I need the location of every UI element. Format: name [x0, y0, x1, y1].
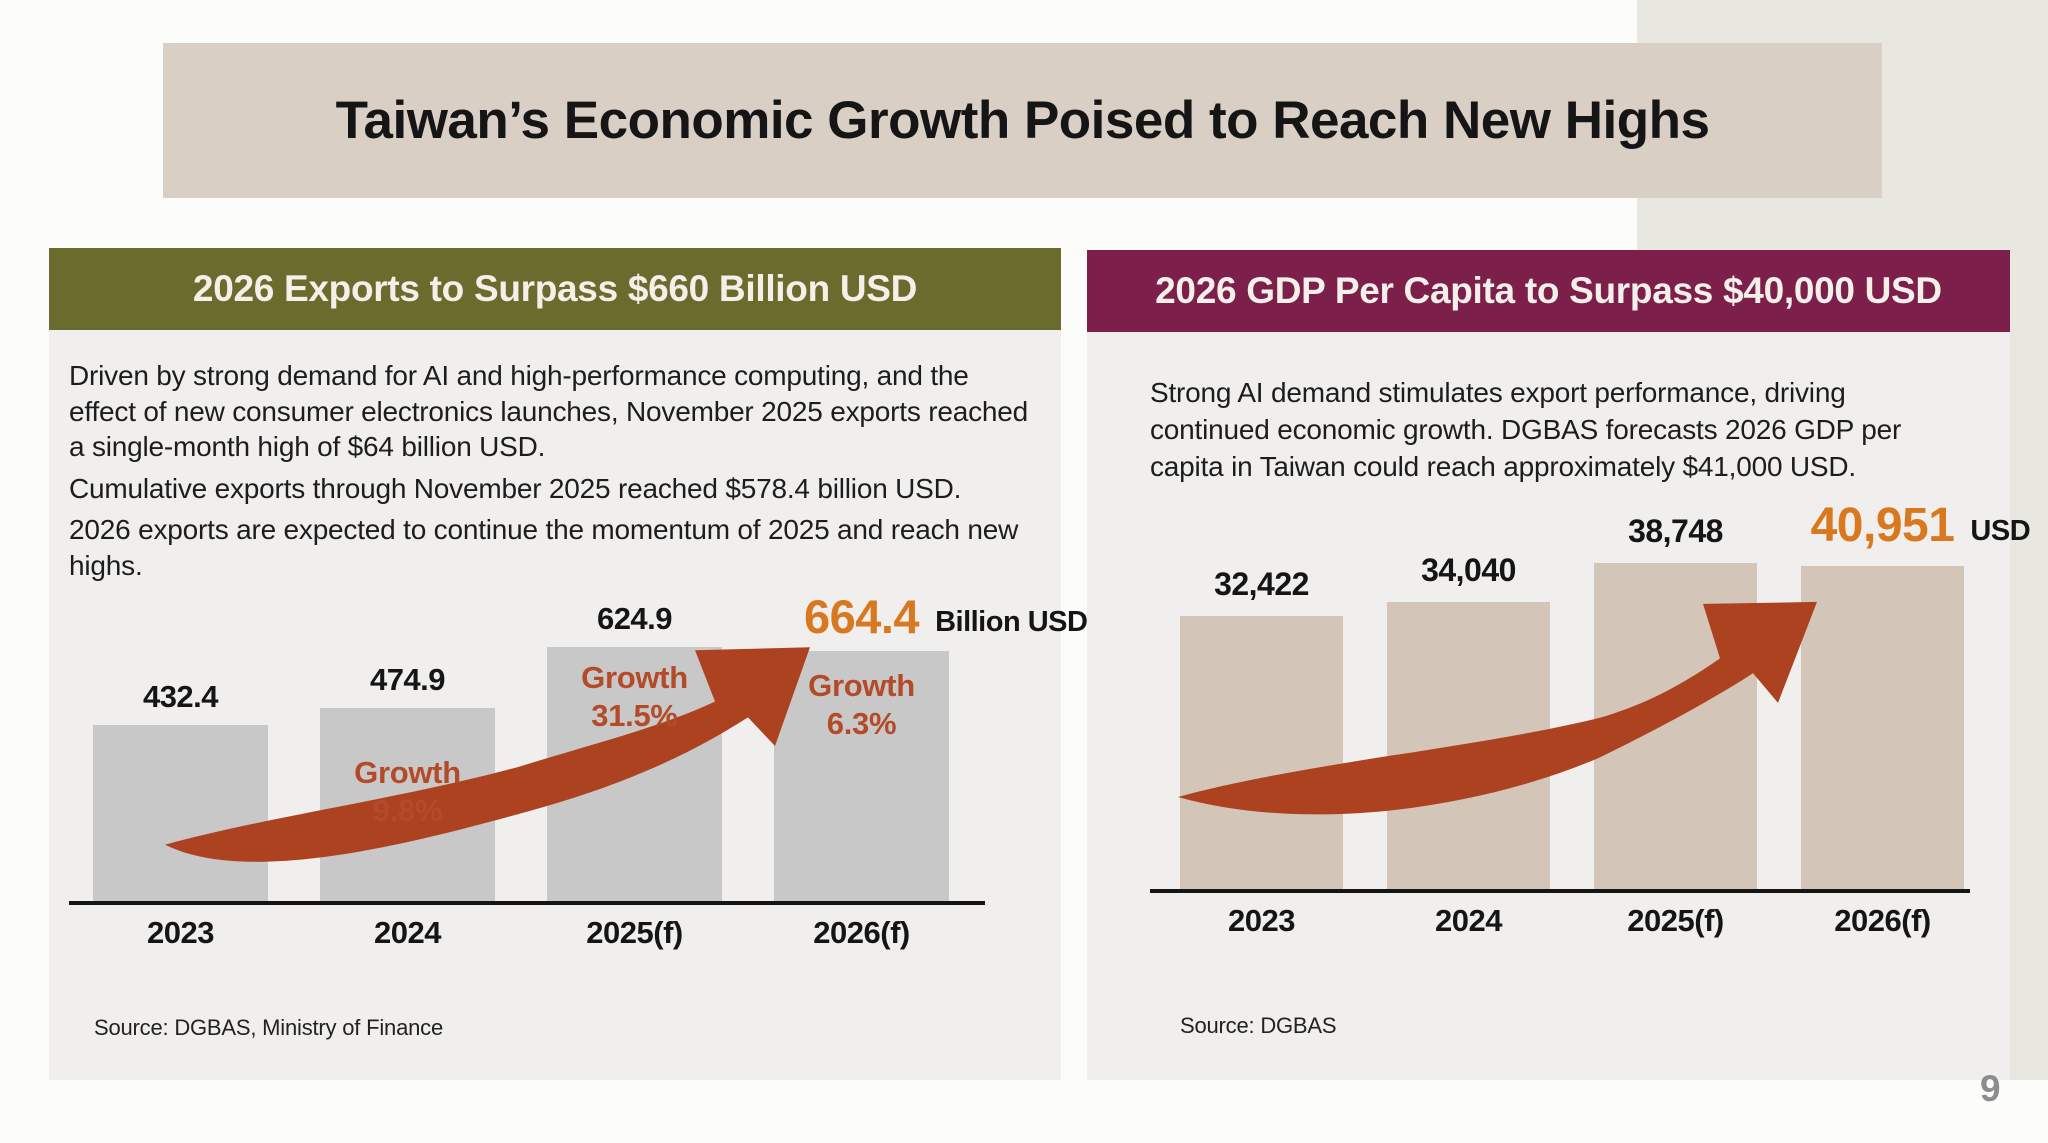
gdp-panel-header: 2026 GDP Per Capita to Surpass $40,000 U…	[1087, 250, 2010, 332]
growth-word: Growth	[354, 755, 461, 791]
gdp-plot-area: 32,422 34,040 38,748 40,951	[1150, 498, 2031, 893]
x-tick-label: 2024	[374, 915, 441, 951]
growth-label-2026: Growth 6.3%	[774, 667, 949, 743]
bar-value-label: 432.4	[142, 679, 219, 715]
bar-value-highlight: 40,951 USD	[1810, 498, 2031, 553]
exports-paragraph-3: 2026 exports are expected to continue th…	[69, 514, 1019, 581]
growth-percent: 9.8%	[372, 793, 443, 829]
growth-percent: 6.3%	[826, 706, 897, 742]
highlight-value: 40,951	[1810, 498, 1955, 552]
gdp-panel: 2026 GDP Per Capita to Surpass $40,000 U…	[1087, 250, 2031, 1080]
exports-paragraph-1: Driven by strong demand for AI and high-…	[69, 360, 1028, 463]
page-number: 9	[1980, 1068, 2001, 1109]
unit-label: USD	[1970, 514, 2031, 547]
exports-paragraph-2: Cumulative exports through November 2025…	[69, 472, 962, 504]
gdp-x-axis: 2023 2024 2025(f) 2026(f)	[1150, 903, 1970, 939]
exports-x-axis: 2023 2024 2025(f) 2026(f)	[69, 915, 1041, 951]
growth-word: Growth	[581, 660, 688, 696]
x-tick-label: 2023	[147, 915, 214, 951]
growth-percent: 31.5%	[591, 698, 678, 734]
exports-bar-2023: 432.4	[93, 589, 268, 902]
exports-source: Source: DGBAS, Ministry of Finance	[94, 1015, 443, 1041]
exports-panel-title: 2026 Exports to Surpass $660 Billion USD	[192, 268, 918, 309]
exports-chart: 432.4 474.9 Growth 9.8% 624.9	[69, 589, 1088, 951]
slide-title: Taiwan’s Economic Growth Poised to Reach…	[335, 91, 1710, 150]
x-tick-label: 2026(f)	[813, 915, 910, 951]
exports-bar-2025f: 624.9 Growth 31.5%	[547, 589, 722, 902]
exports-plot-area: 432.4 474.9 Growth 9.8% 624.9	[69, 589, 1088, 906]
title-banner: Taiwan’s Economic Growth Poised to Reach…	[163, 43, 1882, 198]
gdp-bar-2026f: 40,951 USD	[1801, 498, 2031, 889]
bar-rect	[1801, 565, 1964, 889]
gdp-panel-title: 2026 GDP Per Capita to Surpass $40,000 U…	[1155, 270, 1942, 311]
gdp-panel-body: Strong AI demand stimulates export perfo…	[1087, 332, 2031, 1039]
bar-rect	[1387, 601, 1550, 889]
unit-label: Billion USD	[935, 606, 1088, 639]
gdp-paragraph-1: Strong AI demand stimulates export perfo…	[1150, 377, 1902, 483]
bar-value-highlight: 664.4 Billion USD	[803, 589, 1088, 644]
growth-word: Growth	[808, 668, 915, 704]
exports-panel-body: Driven by strong demand for AI and high-…	[49, 330, 1088, 1041]
growth-label-2025: Growth 31.5%	[547, 659, 722, 735]
bar-rect	[1594, 562, 1757, 889]
bar-value-label: 624.9	[596, 601, 673, 637]
gdp-chart: 32,422 34,040 38,748 40,951	[1150, 498, 2031, 939]
exports-bar-2024: 474.9 Growth 9.8%	[320, 589, 495, 902]
bar-value-label: 32,422	[1214, 565, 1309, 602]
bar-rect: Growth 9.8%	[320, 708, 495, 902]
x-tick-label: 2025(f)	[586, 915, 683, 951]
x-tick-label: 2026(f)	[1834, 902, 1931, 938]
exports-panel: 2026 Exports to Surpass $660 Billion USD…	[49, 248, 1088, 1080]
gdp-bar-2024: 34,040	[1387, 498, 1550, 889]
x-tick-label: 2023	[1228, 902, 1295, 938]
x-tick-label: 2025(f)	[1627, 902, 1724, 938]
x-tick-label: 2024	[1435, 902, 1502, 938]
highlight-value: 664.4	[803, 590, 920, 644]
gdp-bar-2025f: 38,748	[1594, 498, 1757, 889]
gdp-bar-2023: 32,422	[1180, 498, 1343, 889]
growth-label-2024: Growth 9.8%	[320, 754, 495, 830]
bar-rect: Growth 6.3%	[774, 651, 949, 902]
bar-value-label: 34,040	[1421, 551, 1516, 588]
bar-value-label: 38,748	[1628, 512, 1723, 549]
bar-rect	[93, 725, 268, 902]
bar-value-label: 474.9	[369, 662, 446, 698]
bar-rect	[1180, 615, 1343, 889]
exports-bar-2026f: 664.4 Billion USD Growth 6.3%	[774, 589, 1088, 902]
bar-rect: Growth 31.5%	[547, 647, 722, 902]
exports-panel-header: 2026 Exports to Surpass $660 Billion USD	[49, 248, 1061, 330]
gdp-source: Source: DGBAS	[1180, 1012, 1337, 1038]
